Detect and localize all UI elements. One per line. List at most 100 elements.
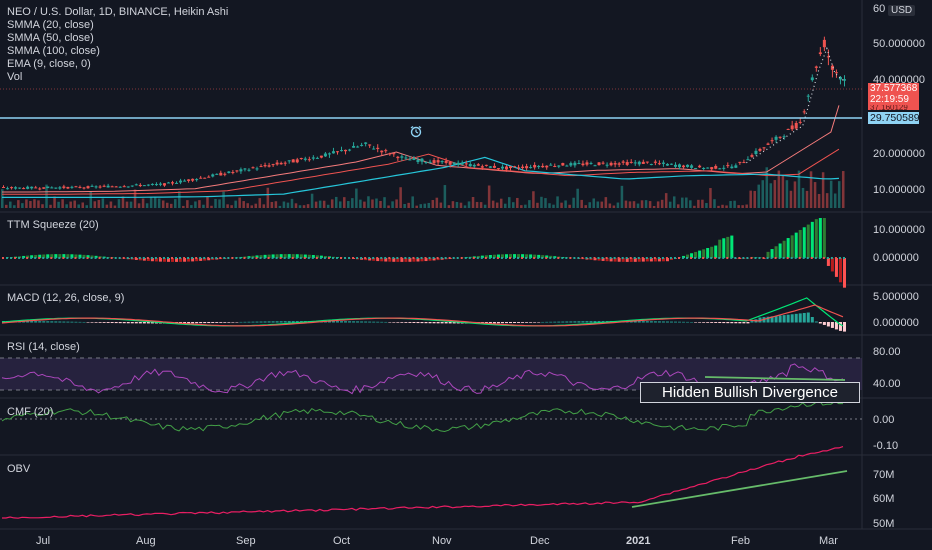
candle-body <box>78 186 82 188</box>
macd-histogram-bar <box>247 321 251 323</box>
ttm-histogram-bar <box>818 218 822 258</box>
macd-title[interactable]: MACD (12, 26, close, 9) <box>7 292 125 304</box>
volume-bar <box>628 201 632 208</box>
ttm-histogram-bar <box>255 255 259 258</box>
volume-bar <box>137 203 141 208</box>
squeeze-dot <box>613 257 616 259</box>
volume-bar <box>141 198 145 208</box>
volume-bar <box>375 198 378 208</box>
candle-body <box>319 155 323 158</box>
volume-bar <box>250 205 253 208</box>
time-label-2021: 2021 <box>626 535 651 547</box>
ttm-histogram-bar <box>207 258 211 261</box>
volume-bar <box>322 200 326 208</box>
volume-bar <box>471 196 475 208</box>
legend-smma-50[interactable]: SMMA (50, close) <box>7 32 94 44</box>
ttm-histogram-bar <box>162 258 166 262</box>
squeeze-dot <box>50 257 53 259</box>
squeeze-dot <box>432 257 435 259</box>
horizontal-line-price-tag[interactable]: 29.750589 <box>868 112 920 124</box>
obv-tick-70m: 70M <box>873 469 895 481</box>
squeeze-dot <box>384 257 387 259</box>
candle-body <box>247 169 251 171</box>
obv-title[interactable]: OBV <box>7 463 31 475</box>
volume-bar <box>761 180 765 208</box>
macd-tick-0: 0.000000 <box>873 317 919 329</box>
candle-body <box>822 39 826 48</box>
ttm-histogram-bar <box>541 255 545 258</box>
volume-bar <box>391 201 394 208</box>
squeeze-dot <box>686 257 689 259</box>
candle-body <box>714 165 718 169</box>
candle-body <box>211 174 215 177</box>
ttm-histogram-bar <box>782 240 786 258</box>
volume-bar <box>644 200 648 208</box>
volume-bar <box>833 193 837 208</box>
cmf-title[interactable]: CMF (20) <box>7 406 54 418</box>
macd-histogram-bar <box>669 321 673 323</box>
candle-body <box>207 176 211 178</box>
candle-body <box>34 187 38 189</box>
volume-bar <box>463 205 467 208</box>
macd-signal-line <box>1 304 844 327</box>
candle-body <box>826 56 830 58</box>
volume-bar <box>379 200 382 208</box>
rsi-title[interactable]: RSI (14, close) <box>7 341 80 353</box>
squeeze-dot <box>456 257 459 259</box>
ttm-histogram-bar <box>838 258 842 283</box>
macd-histogram-bar <box>235 322 239 323</box>
candle-body <box>814 66 818 68</box>
ttm-histogram-bar <box>203 258 207 261</box>
squeeze-dot <box>404 257 407 259</box>
volume-bar <box>355 188 358 208</box>
macd-histogram-bar <box>798 313 802 323</box>
squeeze-dot <box>154 257 157 259</box>
squeeze-dot <box>171 257 173 259</box>
macd-histogram-bar <box>601 321 605 323</box>
hidden-bullish-divergence-note[interactable]: Hidden Bullish Divergence <box>640 382 860 403</box>
squeeze-dot <box>331 257 334 259</box>
squeeze-dot <box>146 257 149 259</box>
candle-body <box>392 153 396 155</box>
candle-body <box>754 150 758 155</box>
candle-body <box>456 162 460 165</box>
macd-histogram-bar <box>251 321 255 323</box>
squeeze-dot <box>150 257 153 259</box>
volume-bar <box>153 196 157 208</box>
candle-body <box>70 186 74 188</box>
squeeze-dot <box>500 257 503 259</box>
squeeze-dot <box>830 257 833 259</box>
volume-bar <box>161 200 165 208</box>
currency-badge[interactable]: USD <box>888 5 916 16</box>
volume-bar <box>600 201 604 208</box>
legend-smma-20[interactable]: SMMA (20, close) <box>7 19 94 31</box>
macd-histogram-bar <box>746 322 750 324</box>
squeeze-dot <box>38 257 41 259</box>
candle-body <box>46 186 50 189</box>
candle-body <box>126 186 130 188</box>
macd-histogram-bar <box>344 321 348 323</box>
ttm-histogram-bar <box>480 255 484 258</box>
candle-body <box>271 164 275 166</box>
ttm-histogram-bar <box>94 255 98 258</box>
ttm-histogram-bar <box>416 258 420 262</box>
ttm-histogram-bar <box>766 251 770 258</box>
volume-bar <box>234 200 237 208</box>
macd-histogram-bar <box>424 322 428 324</box>
volume-bar <box>174 199 177 208</box>
squeeze-dot <box>86 257 89 259</box>
volume-bar <box>660 199 664 208</box>
candle-body <box>810 77 814 81</box>
squeeze-dot <box>504 257 507 259</box>
squeeze-dot <box>311 257 314 259</box>
legend-ema-9[interactable]: EMA (9, close, 0) <box>7 58 91 70</box>
macd-histogram-bar <box>70 321 74 323</box>
legend-smma-100[interactable]: SMMA (100, close) <box>7 45 100 57</box>
candle-body <box>806 95 810 97</box>
ttm-squeeze-title[interactable]: TTM Squeeze (20) <box>7 219 99 231</box>
legend-volume[interactable]: Vol <box>7 71 23 83</box>
ttm-histogram-bar <box>718 239 722 258</box>
alarm-clock-icon[interactable] <box>409 125 423 138</box>
macd-histogram-bar <box>219 322 223 323</box>
